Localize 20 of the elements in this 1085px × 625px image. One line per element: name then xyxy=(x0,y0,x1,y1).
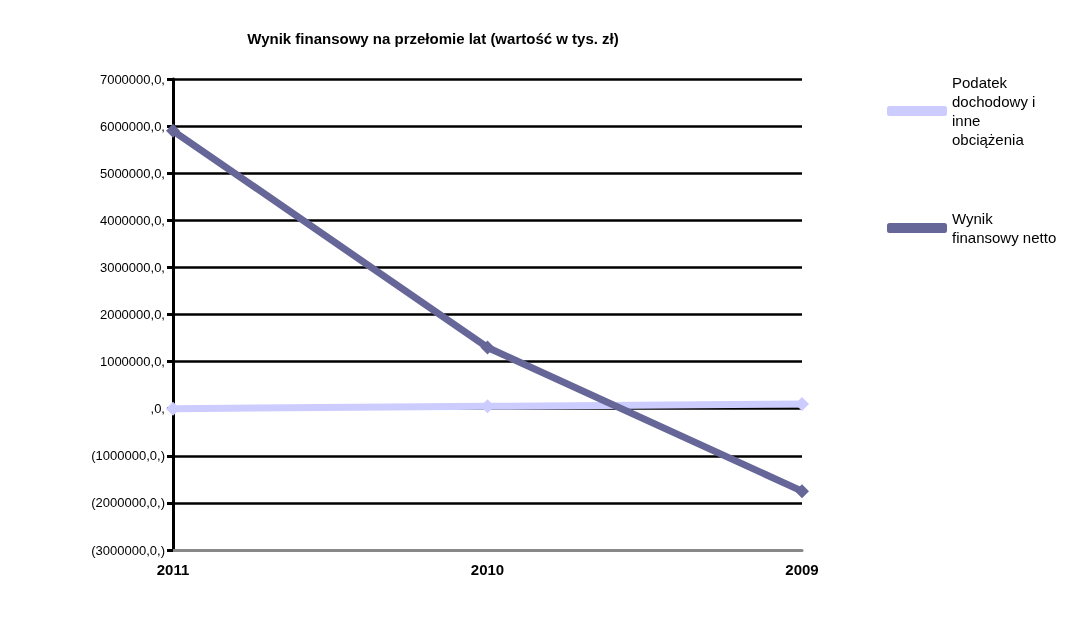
y-tick-label: (3000000,0,) xyxy=(91,542,165,558)
y-tick-label: 7000000,0, xyxy=(99,71,165,87)
legend-label: Podatek dochodowy i inne obciążenia xyxy=(952,74,1040,148)
point xyxy=(795,484,809,499)
y-tick-label: 4000000,0, xyxy=(99,212,165,228)
y-tick-label: 1000000,0, xyxy=(99,354,165,370)
y-tick-label: ,0, xyxy=(150,401,165,417)
y-tick-label: 5000000,0, xyxy=(99,165,165,181)
point xyxy=(480,340,495,355)
y-tick-label: (2000000,0,) xyxy=(91,495,165,511)
x-tick-label: 2010 xyxy=(470,561,505,578)
x-tick-label: 2011 xyxy=(156,561,190,578)
point xyxy=(166,123,180,138)
legend-label: Wynik finansowy netto xyxy=(952,210,1057,246)
y-tick-label: 2000000,0, xyxy=(99,307,165,322)
y-tick-label: 6000000,0, xyxy=(99,118,165,134)
y-tick-label: (1000000,0,) xyxy=(91,448,165,464)
x-tick-label: 2009 xyxy=(785,561,819,578)
y-tick-label: 3000000,0, xyxy=(99,259,165,275)
chart-title: Wynik finansowy na przełomie lat (wartość w tys. zł) xyxy=(247,30,619,47)
